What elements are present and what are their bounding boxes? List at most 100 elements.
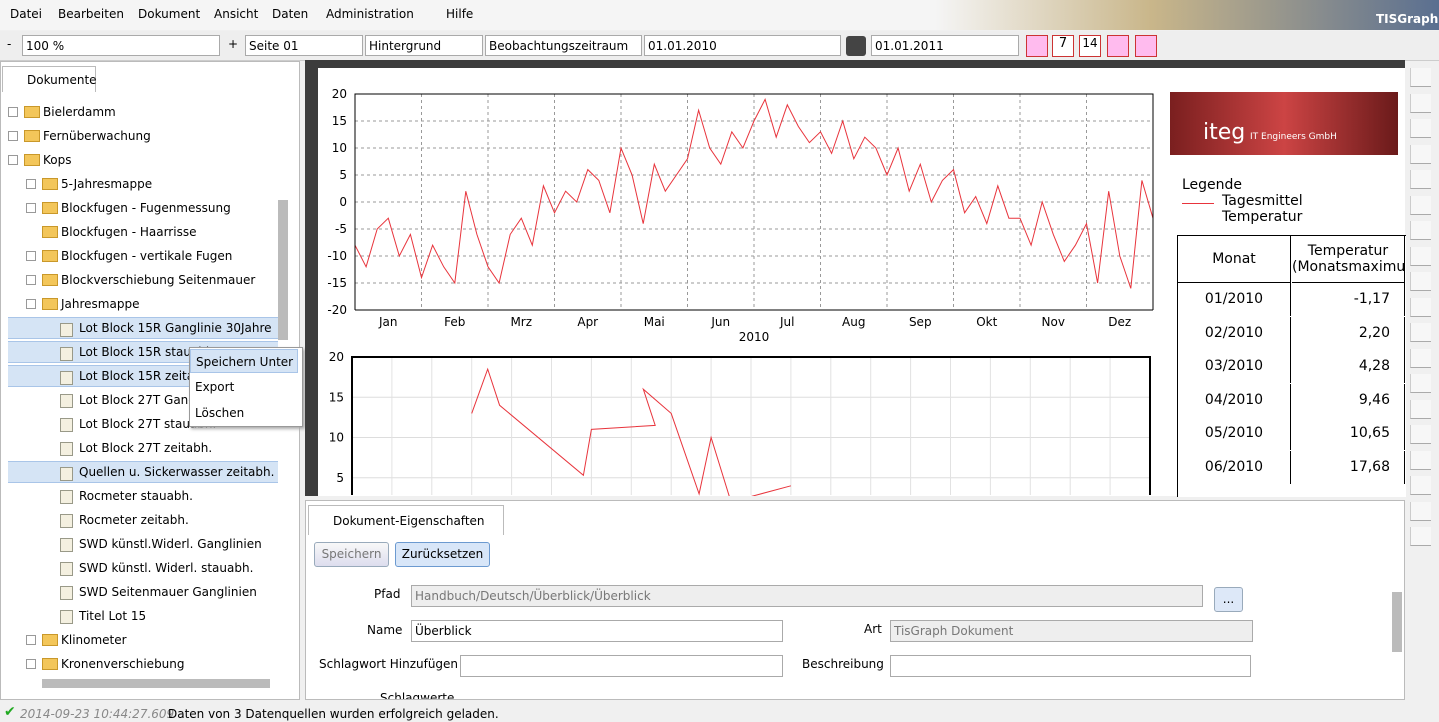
tool-icon[interactable]: [1410, 399, 1431, 419]
tree-tab[interactable]: Dokumente: [2, 66, 97, 92]
table-cell: -1,17: [1292, 283, 1405, 316]
desc-field[interactable]: [890, 655, 1251, 677]
menu-item[interactable]: Löschen: [195, 406, 245, 420]
keyword-combo[interactable]: [460, 655, 783, 677]
tree-row[interactable]: Kronenverschiebung: [8, 653, 278, 675]
expander: [8, 131, 18, 141]
menu-item[interactable]: Ansicht: [214, 7, 259, 21]
tree-label: Rocmeter stauabh.: [79, 489, 193, 503]
tool-icon[interactable]: [1410, 144, 1431, 164]
tool-icon[interactable]: [1410, 221, 1431, 240]
menu-item[interactable]: Hilfe: [446, 7, 474, 21]
menu-item[interactable]: Daten: [272, 7, 309, 21]
tree-row[interactable]: Rocmeter stauabh.: [8, 485, 278, 507]
tool-icon[interactable]: [1410, 297, 1431, 317]
cal-two[interactable]: 14: [1079, 35, 1101, 57]
hscrollbar: [42, 679, 270, 688]
properties-tab[interactable]: Dokument-Eigenschaften: [308, 505, 504, 535]
y-tick-label: 10: [332, 141, 347, 155]
tool-icon[interactable]: [1410, 374, 1431, 393]
tool-icon[interactable]: [1410, 272, 1431, 291]
tree-row[interactable]: Fernüberwachung: [8, 125, 278, 147]
tree-row[interactable]: Lot Block 27T Ganglinie: [8, 389, 278, 411]
range-combo[interactable]: Beobachtungszeitraum: [485, 35, 642, 56]
expander: [8, 107, 18, 117]
tree-row[interactable]: Blockfugen - Haarrisse: [8, 221, 278, 243]
tool-icon[interactable]: [1410, 195, 1431, 215]
tree-row[interactable]: Blockverschiebung Seitenmauer: [8, 269, 278, 291]
data-line: [471, 367, 792, 496]
tree-row[interactable]: Klinometer: [8, 629, 278, 651]
tool-icon[interactable]: [1410, 246, 1431, 266]
doc-icon: [60, 371, 73, 385]
date-from[interactable]: 01.01.2010: [644, 35, 841, 56]
tree-row[interactable]: Jahresmappe: [8, 293, 278, 315]
y-tick-label: -20: [327, 303, 347, 317]
tree-row[interactable]: Titel Lot 15: [8, 605, 278, 627]
tree-label: SWD künstl.Widerl. Ganglinien: [79, 537, 262, 551]
doc-icon: [60, 442, 73, 456]
menu-item[interactable]: Export: [195, 380, 235, 394]
date-to[interactable]: 01.01.2011: [871, 35, 1019, 56]
tool-icon[interactable]: [1410, 425, 1431, 444]
tool-icon[interactable]: [1410, 119, 1431, 138]
cal-icon[interactable]: [1135, 35, 1157, 57]
tree-label: 5-Jahresmappe: [61, 177, 153, 191]
tree-label: Blockverschiebung Seitenmauer: [61, 273, 256, 287]
tool-icon[interactable]: [1410, 68, 1431, 87]
tree-row[interactable]: Kops: [8, 149, 278, 171]
cal-icon[interactable]: [1026, 35, 1048, 57]
cal-icon[interactable]: [1107, 35, 1129, 57]
tree-label: Lot Block 27T zeitabh.: [79, 441, 213, 455]
page-combo[interactable]: Seite 01: [245, 35, 363, 56]
tree-row[interactable]: Lot Block 27T zeitabh.: [8, 437, 278, 459]
reset-button[interactable]: Zurücksetzen: [395, 542, 490, 567]
status-message: Daten von 3 Datenquellen wurden erfolgre…: [168, 707, 499, 721]
lock-icon[interactable]: [846, 36, 866, 56]
doc-icon: [60, 538, 73, 552]
tree-row[interactable]: Blockfugen - Fugenmessung: [8, 197, 278, 219]
type-field: TisGraph Dokument: [890, 620, 1253, 642]
x-tick-label: Okt: [976, 315, 997, 329]
tool-icon[interactable]: [1410, 170, 1431, 189]
zoom-out[interactable]: -: [7, 37, 12, 51]
menu-item[interactable]: Administration: [326, 7, 414, 21]
doc-icon: [60, 467, 73, 481]
menu-item[interactable]: Bearbeiten: [58, 7, 124, 21]
menu-item[interactable]: Dokument: [138, 7, 201, 21]
tool-icon[interactable]: [1410, 527, 1431, 546]
tree-row[interactable]: 5-Jahresmappe: [8, 173, 278, 195]
zoom-combo[interactable]: 100 %: [22, 35, 220, 56]
name-field[interactable]: Überblick: [411, 620, 783, 642]
tree-row[interactable]: Quellen u. Sickerwasser zeitabh.: [8, 461, 278, 483]
layer-combo[interactable]: Hintergrund: [365, 35, 483, 56]
expander: [26, 203, 36, 213]
tool-icon[interactable]: [1410, 93, 1431, 113]
tool-icon[interactable]: [1410, 476, 1431, 495]
tree-row[interactable]: Lot Block 27T stauabh.: [8, 413, 278, 435]
menu-item[interactable]: Datei: [10, 7, 43, 21]
zoom-in[interactable]: +: [228, 37, 239, 51]
tree-row[interactable]: Lot Block 15R Ganglinie 30Jahre: [8, 317, 278, 339]
tree-label: Quellen u. Sickerwasser zeitabh.: [79, 465, 275, 479]
folder-icon: [24, 154, 40, 166]
tree-row[interactable]: SWD Seitenmauer Ganglinien: [8, 581, 278, 603]
save-button[interactable]: Speichern: [314, 542, 389, 567]
tree-row[interactable]: SWD künstl. Widerl. stauabh.: [8, 557, 278, 579]
logo: [1170, 92, 1398, 155]
tool-icon[interactable]: [1410, 348, 1431, 368]
tree-row[interactable]: Rocmeter zeitabh.: [8, 509, 278, 531]
tree-row[interactable]: Bielerdamm: [8, 101, 278, 123]
browse-button[interactable]: ...: [1214, 587, 1243, 612]
tree-row[interactable]: Blockfugen - vertikale Fugen: [8, 245, 278, 267]
folder-icon: [42, 274, 58, 286]
legend-entry: Tagesmittel Temperatur: [1222, 193, 1303, 225]
menu-item[interactable]: Speichern Unter: [190, 349, 298, 373]
tool-icon[interactable]: [1410, 501, 1431, 521]
x-tick-label: Nov: [1042, 315, 1065, 329]
tool-icon[interactable]: [1410, 323, 1431, 342]
tree-row[interactable]: SWD künstl.Widerl. Ganglinien: [8, 533, 278, 555]
doc-icon: [60, 610, 73, 624]
cal-week[interactable]: 7: [1052, 35, 1074, 57]
tool-icon[interactable]: [1410, 450, 1431, 470]
